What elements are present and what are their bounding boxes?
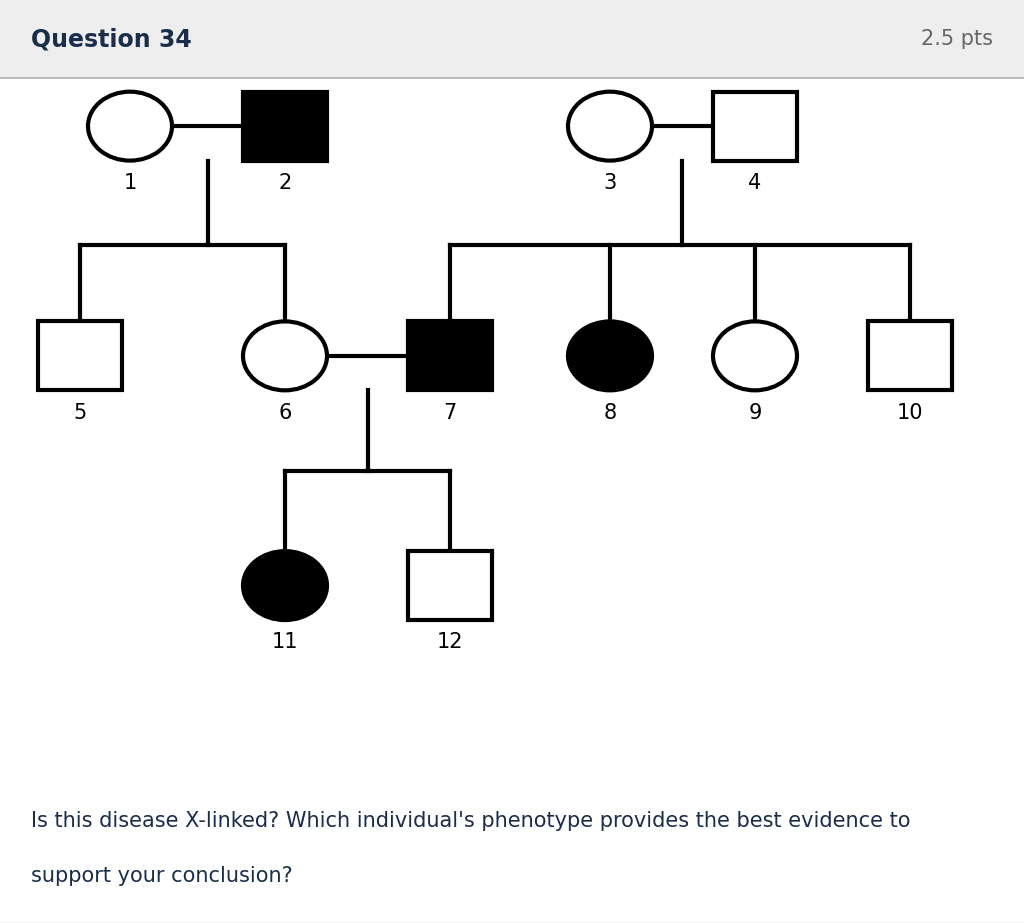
Text: 8: 8 xyxy=(603,402,616,423)
Bar xyxy=(408,321,492,390)
Text: 5: 5 xyxy=(74,402,87,423)
Circle shape xyxy=(568,321,652,390)
Bar xyxy=(713,91,797,161)
Bar xyxy=(243,91,327,161)
Text: 2.5 pts: 2.5 pts xyxy=(922,30,993,49)
Circle shape xyxy=(713,321,797,390)
Text: 11: 11 xyxy=(271,632,298,653)
Text: 7: 7 xyxy=(443,402,457,423)
Text: Question 34: Question 34 xyxy=(31,27,191,52)
Text: 10: 10 xyxy=(897,402,924,423)
Text: Is this disease X-linked? Which individual's phenotype provides the best evidenc: Is this disease X-linked? Which individu… xyxy=(31,810,910,831)
Circle shape xyxy=(88,91,172,161)
Text: 4: 4 xyxy=(749,173,762,193)
Bar xyxy=(408,551,492,620)
Text: 12: 12 xyxy=(437,632,463,653)
Text: support your conclusion?: support your conclusion? xyxy=(31,866,293,886)
Text: 3: 3 xyxy=(603,173,616,193)
Bar xyxy=(868,321,952,390)
Text: 9: 9 xyxy=(749,402,762,423)
Text: 2: 2 xyxy=(279,173,292,193)
Circle shape xyxy=(243,551,327,620)
Text: 1: 1 xyxy=(123,173,136,193)
Circle shape xyxy=(568,91,652,161)
Text: 6: 6 xyxy=(279,402,292,423)
Bar xyxy=(38,321,122,390)
Circle shape xyxy=(243,321,327,390)
